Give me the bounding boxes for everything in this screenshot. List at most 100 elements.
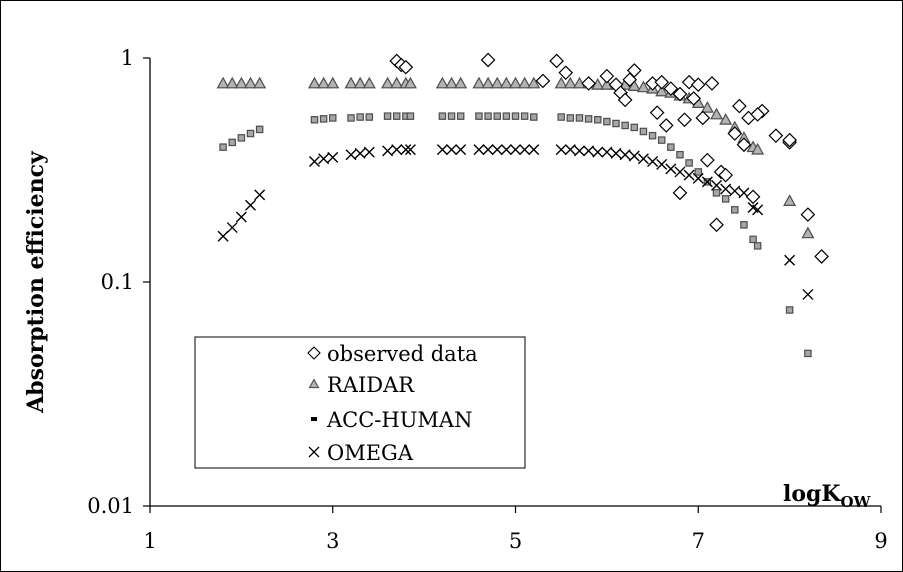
data-point xyxy=(456,112,465,120)
data-point xyxy=(745,189,761,205)
legend-label: OMEGA xyxy=(327,441,414,465)
data-point xyxy=(480,52,496,68)
data-point xyxy=(237,134,246,142)
data-point xyxy=(801,226,815,239)
data-point xyxy=(445,76,459,89)
data-point xyxy=(782,132,797,148)
y-tick-label: 1 xyxy=(121,46,134,70)
data-point xyxy=(491,144,503,156)
data-point xyxy=(599,68,615,84)
data-point xyxy=(657,136,666,144)
legend: observed data RAIDAR ACC-HUMAN OMEGA xyxy=(194,336,526,469)
x-tick-label: 3 xyxy=(326,529,339,553)
data-point xyxy=(736,137,752,153)
data-point xyxy=(490,76,504,89)
data-point xyxy=(499,76,513,89)
data-point xyxy=(318,153,330,165)
data-point xyxy=(751,142,765,155)
data-point xyxy=(455,144,467,156)
data-point xyxy=(701,176,713,188)
data-point xyxy=(253,76,267,89)
data-point xyxy=(694,168,702,176)
data-point xyxy=(710,107,724,120)
data-point xyxy=(704,76,720,91)
data-point xyxy=(502,112,511,120)
data-point xyxy=(438,112,447,120)
data-point xyxy=(392,112,401,120)
data-point xyxy=(658,118,674,133)
y-axis-label: Absorption efficiency xyxy=(23,150,49,414)
data-point xyxy=(353,76,367,89)
legend-diamond-icon xyxy=(307,346,321,360)
data-point xyxy=(362,76,376,89)
data-point xyxy=(217,230,229,242)
data-point xyxy=(785,306,794,314)
data-point xyxy=(800,207,816,222)
legend-label: RAIDAR xyxy=(327,373,415,397)
data-point xyxy=(802,288,814,300)
data-point xyxy=(804,349,812,358)
data-point xyxy=(711,179,723,191)
data-point xyxy=(344,76,358,89)
data-point xyxy=(228,138,236,147)
x-tick-label: 1 xyxy=(143,529,156,553)
y-tick-label: 0.01 xyxy=(87,494,134,518)
data-point xyxy=(727,126,743,141)
data-point xyxy=(219,143,227,151)
legend-label: observed data xyxy=(327,342,478,366)
data-point xyxy=(400,144,412,156)
data-point xyxy=(655,84,669,97)
data-point xyxy=(619,149,631,161)
data-point xyxy=(327,151,339,163)
data-point xyxy=(731,206,739,214)
data-point xyxy=(383,112,392,120)
data-point xyxy=(750,107,765,122)
series-acc-human xyxy=(219,112,812,358)
legend-cross-icon xyxy=(308,446,320,458)
data-point xyxy=(719,113,733,125)
data-point xyxy=(768,128,784,144)
data-point xyxy=(435,76,449,89)
series-omega xyxy=(217,144,814,300)
data-point xyxy=(566,114,575,122)
data-point xyxy=(511,112,520,120)
data-point xyxy=(381,76,395,89)
data-point xyxy=(628,150,640,162)
data-point xyxy=(783,194,797,206)
data-point xyxy=(718,167,734,183)
data-point xyxy=(310,116,319,124)
data-point xyxy=(752,204,764,216)
data-point xyxy=(473,144,485,156)
data-point xyxy=(484,112,492,120)
data-point xyxy=(307,76,321,89)
data-point xyxy=(712,189,721,197)
legend-item: RAIDAR xyxy=(308,373,415,397)
data-point xyxy=(549,53,564,69)
legend-square-icon xyxy=(311,417,317,421)
data-point xyxy=(621,121,629,130)
data-point xyxy=(319,115,328,123)
legend-item: OMEGA xyxy=(308,441,414,465)
y-tick-label: 0.1 xyxy=(101,270,134,294)
y-ticks: 1 0.1 0.01 xyxy=(87,46,150,518)
data-point xyxy=(692,172,704,184)
legend-item: observed data xyxy=(307,342,478,366)
data-point xyxy=(612,119,620,128)
data-point xyxy=(246,129,255,138)
legend-item: ACC-HUMAN xyxy=(311,408,472,432)
data-point xyxy=(317,76,331,89)
data-point xyxy=(255,125,264,134)
data-point xyxy=(519,144,531,156)
x-tick-label: 5 xyxy=(509,529,522,553)
data-point xyxy=(677,112,692,128)
data-point xyxy=(665,163,677,175)
data-point xyxy=(527,76,541,89)
data-point xyxy=(584,115,593,123)
data-point xyxy=(363,146,375,158)
series-raidar xyxy=(216,76,815,239)
data-point xyxy=(510,144,521,156)
data-point xyxy=(720,183,732,195)
data-point xyxy=(406,112,415,120)
data-point xyxy=(447,112,456,120)
